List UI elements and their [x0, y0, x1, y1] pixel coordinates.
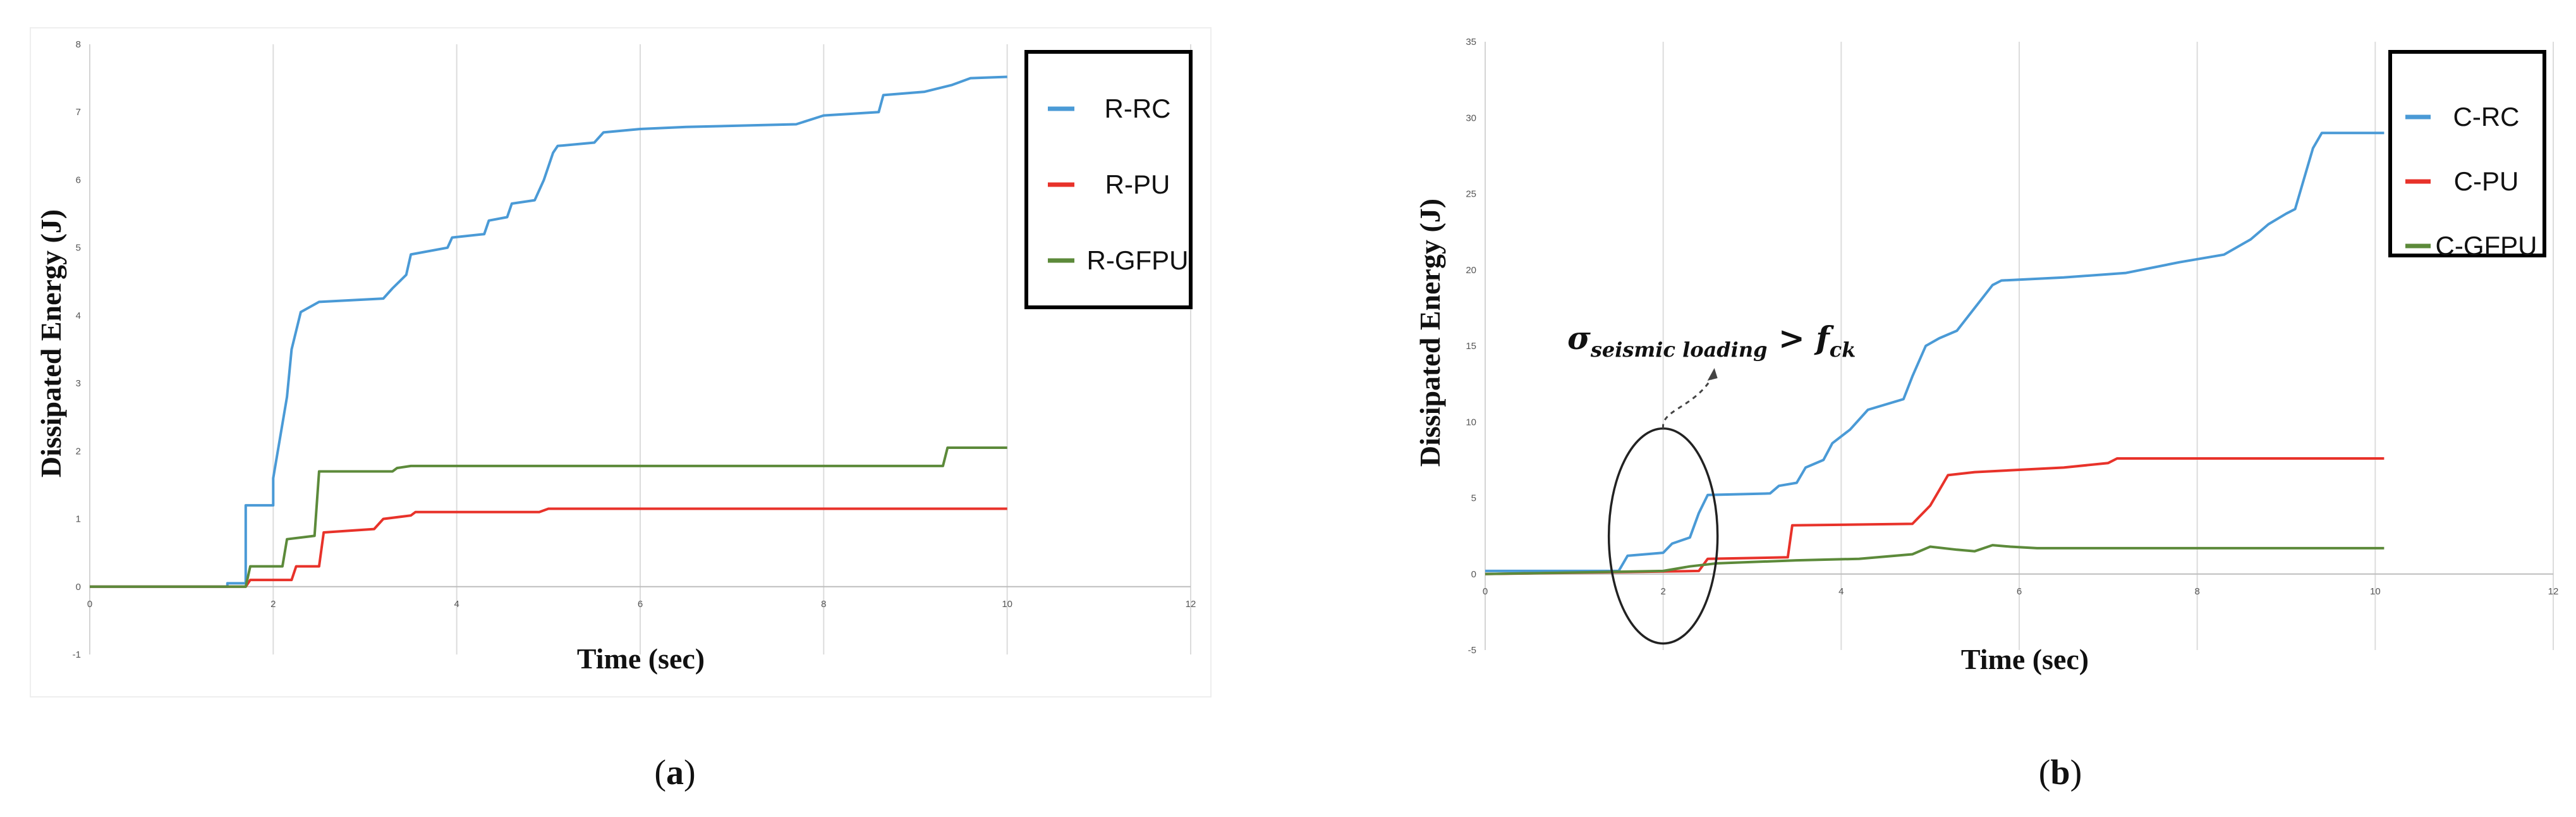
annotation-arrowhead — [1707, 368, 1718, 381]
panel-b-x-tick-label: 6 — [2017, 586, 2022, 597]
series-line-c-rc — [1485, 132, 2385, 572]
panel-a-y-tick-label: 2 — [76, 446, 81, 457]
panel-b: -5 0 5 10 15 20 25 30 35 0 2 4 6 8 10 12 σseismic load… — [1414, 37, 2558, 792]
panel-b-x-tick-label: 2 — [1660, 586, 1665, 597]
panel-a-legend-box — [1024, 50, 1193, 309]
series-line-r-pu — [90, 507, 1007, 588]
panel-a-x-tick-labels: 0 2 4 6 8 10 12 — [87, 599, 1196, 610]
panel-a-y-tick-label: 3 — [76, 378, 81, 389]
panel-b-y-tick-label: 20 — [1466, 265, 1476, 276]
panel-a-x-tick-label: 12 — [1186, 599, 1196, 610]
panel-b-y-tick-labels: -5 0 5 10 15 20 25 30 35 — [1466, 37, 1476, 656]
panel-b-y-tick-label: 25 — [1466, 189, 1476, 200]
panel-a-x-axis-title: Time (sec) — [577, 642, 705, 675]
panel-b-x-tick-label: 12 — [2548, 586, 2559, 597]
panel-b-y-tick-label: 35 — [1466, 37, 1476, 47]
annotation-dashed-arrow — [1662, 376, 1713, 429]
panel-b-y-tick-label: 5 — [1471, 493, 1476, 504]
legend-label-r-pu: R-PU — [1105, 169, 1170, 199]
series-line-r-gfpu — [90, 446, 1007, 588]
panel-a-y-tick-label: -1 — [73, 649, 81, 660]
panel-a-series — [90, 75, 1007, 588]
panel-b-x-tick-label: 0 — [1483, 586, 1488, 597]
panel-b-y-tick-label: 15 — [1466, 341, 1476, 352]
panel-b-x-axis-title: Time (sec) — [1961, 643, 2089, 675]
panel-a-x-tick-label: 6 — [638, 599, 643, 610]
panel-a-y-tick-label: 1 — [76, 514, 81, 525]
panel-b-x-tick-label: 8 — [2194, 586, 2199, 597]
panel-b-y-tick-label: 0 — [1471, 569, 1476, 580]
panel-a-y-tick-label: 5 — [76, 243, 81, 254]
panel-a-y-tick-label: 6 — [76, 175, 81, 185]
panel-b-y-tick-label: 30 — [1466, 113, 1476, 123]
panel-a-legend: R-RC R-PU R-GFPU — [1024, 50, 1193, 309]
panel-a-y-axis-title: Dissipated Energy (J) — [35, 209, 67, 477]
annotation-formula: σseismic loading > fck — [1567, 319, 1856, 362]
panel-a-x-tick-label: 10 — [1002, 599, 1012, 610]
panel-b-legend: C-RC C-PU C-GFPU — [2388, 50, 2546, 261]
panel-b-y-tick-label: -5 — [1468, 645, 1476, 656]
panel-b-x-tick-label: 10 — [2370, 586, 2381, 597]
panel-a-x-tick-label: 4 — [454, 599, 459, 610]
panel-b-legend-box — [2388, 50, 2546, 257]
panel-b-x-tick-label: 4 — [1838, 586, 1844, 597]
panel-b-caption: (b) — [2039, 753, 2082, 792]
panel-b-y-axis-title: Dissipated Energy (J) — [1414, 199, 1446, 467]
panel-b-series — [1485, 132, 2385, 575]
panel-a-x-tick-label: 0 — [87, 599, 92, 610]
panel-a-y-tick-label: 0 — [76, 582, 81, 593]
legend-label-c-rc: C-RC — [2453, 102, 2520, 132]
legend-label-c-gfpu: C-GFPU — [2436, 231, 2537, 261]
panel-a-x-tick-label: 2 — [270, 599, 276, 610]
panel-a-y-tick-label: 7 — [76, 107, 81, 118]
panel-a-x-tick-label: 8 — [821, 599, 826, 610]
legend-label-c-pu: C-PU — [2454, 166, 2519, 196]
series-line-c-gfpu — [1485, 544, 2385, 575]
panel-a-y-tick-labels: -1 0 1 2 3 4 5 6 7 8 — [73, 39, 81, 660]
panel-a-grid — [272, 44, 1191, 654]
panel-a-y-tick-label: 8 — [76, 39, 81, 50]
panel-b-x-tick-labels: 0 2 4 6 8 10 12 — [1483, 586, 2559, 597]
panel-a-y-tick-label: 4 — [76, 310, 81, 321]
panel-a-caption: (a) — [654, 753, 695, 792]
series-line-c-pu — [1485, 457, 2385, 575]
panel-b-annotation: σseismic loading > fck — [1567, 319, 1856, 645]
legend-label-r-gfpu: R-GFPU — [1087, 245, 1189, 275]
legend-label-r-rc: R-RC — [1105, 94, 1171, 123]
series-line-r-rc — [90, 75, 1007, 588]
panel-b-y-tick-label: 10 — [1466, 417, 1476, 427]
